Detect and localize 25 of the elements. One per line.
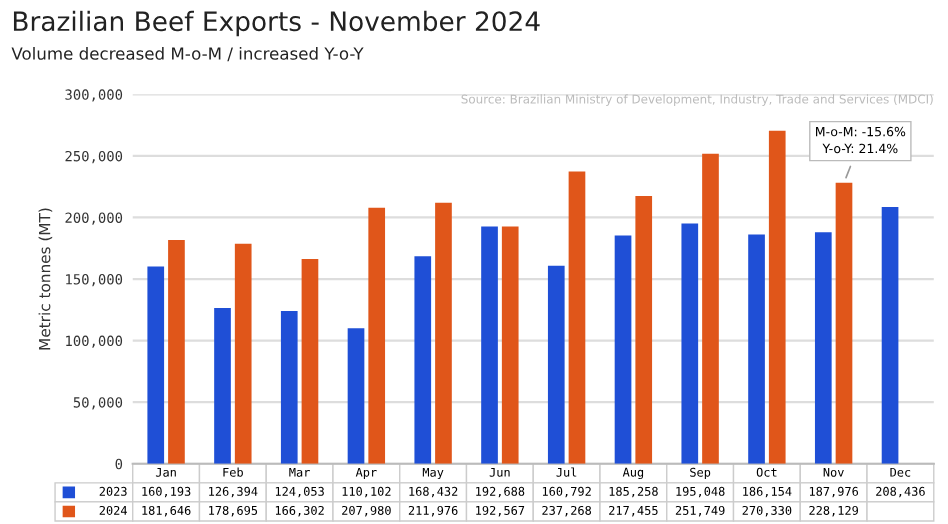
bar bbox=[768, 130, 786, 464]
bar bbox=[414, 256, 432, 464]
bar bbox=[214, 308, 231, 464]
bar bbox=[147, 266, 165, 464]
bar bbox=[702, 153, 719, 464]
bar bbox=[481, 226, 498, 464]
bar bbox=[168, 240, 185, 464]
bar bbox=[881, 207, 899, 464]
bar bbox=[568, 171, 586, 464]
bar bbox=[681, 223, 699, 464]
bar bbox=[814, 232, 832, 464]
bar bbox=[347, 328, 365, 464]
bar bbox=[547, 265, 565, 464]
bar bbox=[435, 202, 452, 464]
bar bbox=[835, 182, 853, 464]
bar bbox=[301, 258, 319, 464]
bar bbox=[234, 243, 252, 464]
bar bbox=[614, 235, 632, 464]
chart-title: Brazilian Beef Exports - November 2024 bbox=[13, 10, 540, 37]
bar bbox=[748, 234, 765, 464]
bar bbox=[501, 226, 519, 464]
bar bbox=[635, 195, 653, 464]
chart-subtitle: Volume decreased M-o-M / increased Y-o-Y bbox=[11, 46, 364, 62]
bar bbox=[368, 207, 386, 464]
bar bbox=[280, 310, 298, 464]
